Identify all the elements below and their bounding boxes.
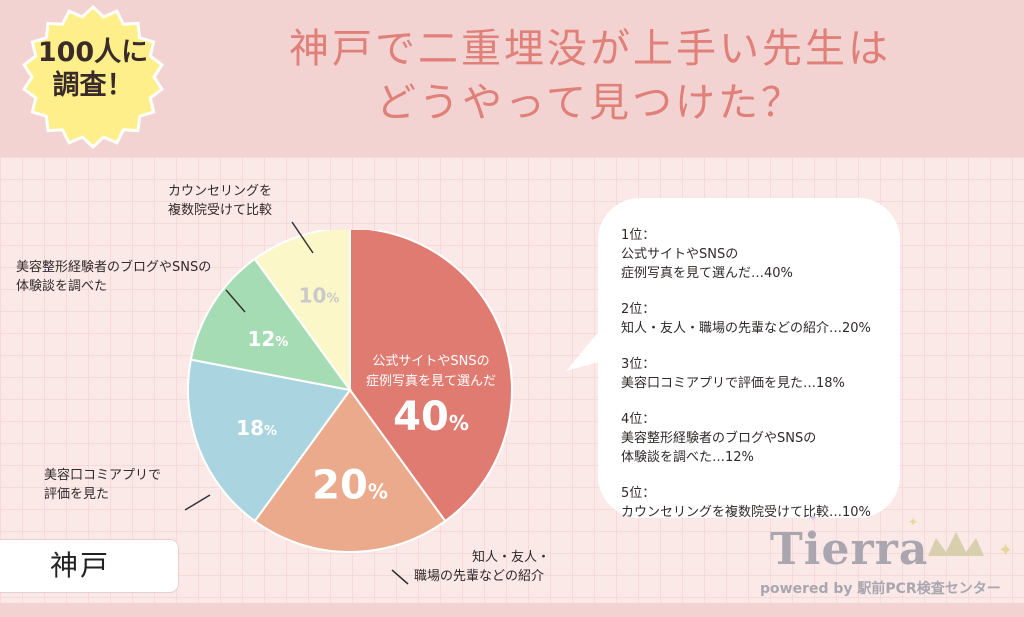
badge-shape xyxy=(22,4,164,150)
rank-number: 5位： xyxy=(621,486,656,501)
value-label-app: 18% xyxy=(236,416,277,440)
title-line1: 神戸で二重埋没が上手い先生は xyxy=(289,26,891,72)
rank-item: 4位： 美容整形経験者のブログやSNSの 体験談を調べた…12% xyxy=(621,410,891,467)
logo-decoration: ✦ ✦ ✦ xyxy=(808,512,1010,561)
bottom-strip xyxy=(0,603,1024,617)
title-line2: どうやって見つけた？ xyxy=(376,80,804,126)
value-label-website: 40% xyxy=(393,394,469,440)
label-blog-line1: 美容整形経験者のブログやSNSの xyxy=(16,260,212,275)
rank-text: 美容整形経験者のブログやSNSの xyxy=(621,431,817,446)
rank-number: 3位： xyxy=(621,357,656,372)
rank-number: 4位： xyxy=(621,412,656,427)
crown-icon xyxy=(928,532,984,556)
label-consult-line1: カウンセリングを xyxy=(168,184,273,199)
slice-app xyxy=(187,358,352,523)
region-label: 神戸 xyxy=(50,549,111,582)
sparkle-icon-3: ✦ xyxy=(908,515,918,529)
sparkle-icon: ✦ xyxy=(998,540,1010,561)
rank-text: 体験談を調べた…12% xyxy=(621,450,754,465)
rank-text: 知人・友人・職場の先輩などの紹介…20% xyxy=(621,321,871,336)
badge-starburst xyxy=(22,4,164,150)
slice-website xyxy=(349,230,513,523)
label-app-line1: 美容口コミアプリで xyxy=(44,468,162,483)
ranking-callout xyxy=(598,198,900,518)
logo-name: Tierra xyxy=(770,524,929,575)
rank-item: 3位： 美容口コミアプリで評価を見た…18% xyxy=(621,355,891,393)
value-label-friend: 20% xyxy=(312,462,388,508)
rank-item: 2位： 知人・友人・職場の先輩などの紹介…20% xyxy=(621,300,891,338)
rank-number: 1位： xyxy=(621,228,656,243)
label-consult: カウンセリングを 複数院受けて比較 xyxy=(168,182,272,220)
label-blog: 美容整形経験者のブログやSNSの 体験談を調べた xyxy=(16,258,211,296)
label-friend-line2: 職場の先輩などの紹介 xyxy=(414,569,545,584)
logo-subtitle: powered by 駅前PCR検査センター xyxy=(760,581,1001,597)
header-band xyxy=(0,0,1024,157)
value-label-blog: 12% xyxy=(247,327,288,351)
page-title: 神戸で二重埋没が上手い先生は どうやって見つけた？ xyxy=(210,22,970,130)
slice-friend xyxy=(253,388,447,553)
rank-text: 美容口コミアプリで評価を見た…18% xyxy=(621,376,845,391)
label-blog-line2: 体験談を調べた xyxy=(16,279,108,294)
label-app-line2: 評価を見た xyxy=(44,487,110,502)
label-app: 美容口コミアプリで 評価を見た xyxy=(44,466,161,504)
sparkle-icon-2: ✦ xyxy=(808,512,818,525)
label-friend: 知人・友人・ 職場の先輩などの紹介 xyxy=(414,548,550,586)
badge-text: 100人に 調査！ xyxy=(18,36,168,102)
rank-text: 公式サイトやSNSの xyxy=(621,247,739,262)
badge-line1: 100人に xyxy=(37,37,149,68)
survey-badge xyxy=(22,4,164,150)
rank-item: 5位： カウンセリングを複数院受けて比較…10% xyxy=(621,484,891,522)
inner-label-line2: 症例写真を見て選んだ xyxy=(366,374,496,389)
rank-item: 1位： 公式サイトやSNSの症例写真を見て選んだ…40% xyxy=(621,226,891,283)
ranking-list: 1位： 公式サイトやSNSの症例写真を見て選んだ…40% 2位： 知人・友人・職場の先… xyxy=(621,226,891,539)
value-label-consult: 10% xyxy=(299,284,340,308)
badge-line2: 調査！ xyxy=(52,70,134,101)
region-box xyxy=(0,540,178,592)
rank-number: 2位： xyxy=(621,302,656,317)
rank-text: 症例写真を見て選んだ…40% xyxy=(621,266,793,281)
rank-text: カウンセリングを複数院受けて比較…10% xyxy=(621,505,871,520)
label-consult-line2: 複数院受けて比較 xyxy=(168,203,273,218)
label-friend-line1: 知人・友人・ xyxy=(472,550,551,565)
inner-label-line1: 公式サイトやSNSの xyxy=(372,354,489,369)
